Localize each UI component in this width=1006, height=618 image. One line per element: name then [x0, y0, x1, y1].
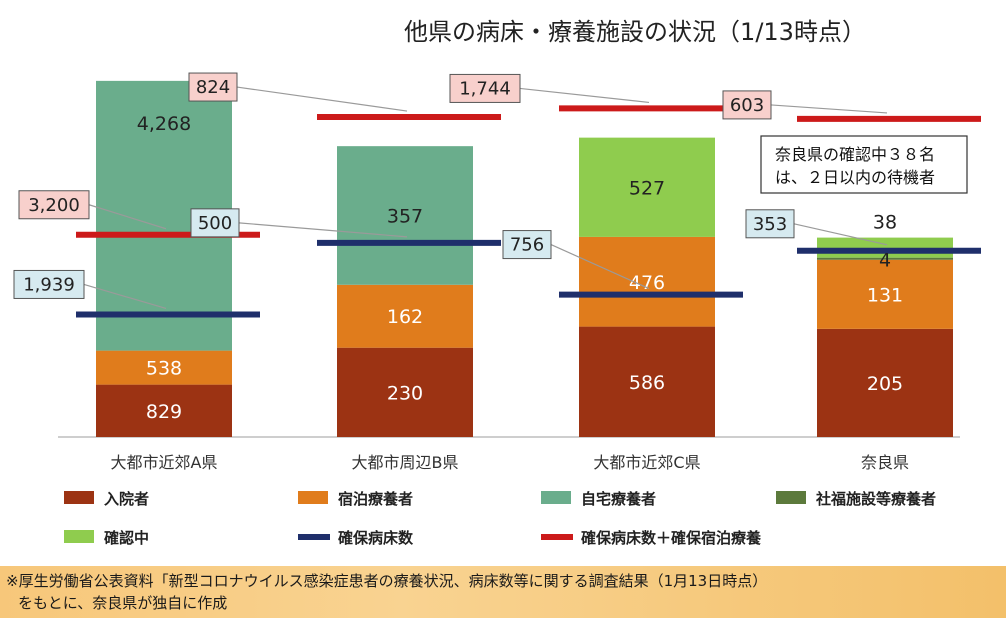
category-label-2: 大都市周辺B県	[352, 453, 459, 472]
legend-label-6: 確保病床数	[337, 529, 414, 547]
callout-label-2-3: 1,744	[459, 78, 511, 99]
callout-leader-2-1	[88, 204, 167, 230]
bar-segment-1-1	[96, 384, 232, 437]
value-label-3-2: 476	[629, 272, 665, 294]
legend-swatch-2	[298, 491, 328, 504]
category-labels: 大都市近郊A県 大都市周辺B県 大都市近郊C県 奈良県	[111, 453, 909, 472]
callout-label-1-2: 500	[198, 213, 232, 234]
bar-segment-3-2	[579, 236, 715, 327]
bar-segment-2-1	[337, 347, 473, 437]
annotation-line-2: は、２日以内の待機者	[775, 168, 935, 187]
legend-label-3: 自宅療養者	[581, 490, 656, 508]
category-label-3: 大都市近郊C県	[593, 453, 700, 472]
callout-leader-1-4	[793, 223, 888, 246]
chart-title: 他県の病床・療養施設の状況（1/13時点）	[404, 18, 866, 46]
callout-box-1-1	[13, 269, 85, 299]
callout-leader-1-3	[550, 244, 650, 290]
bar-segment-3-5	[579, 137, 715, 237]
bar-segment-2-2	[337, 284, 473, 348]
callout-leader-1-1	[83, 283, 167, 310]
annotation-box: 奈良県の確認中３８名 は、２日以内の待機者	[760, 135, 968, 194]
category-label-4: 奈良県	[861, 453, 909, 472]
bar-segment-2-3	[337, 146, 473, 285]
callout-label-2-4: 603	[730, 95, 764, 116]
legend-label-4: 社福施設等療養者	[815, 490, 936, 508]
annotation-line-1: 奈良県の確認中３８名	[775, 145, 935, 164]
callout-label-1-4: 353	[753, 214, 787, 235]
callout-leader-2-4	[770, 104, 888, 114]
callout-label-2-1: 3,200	[28, 195, 80, 216]
bar-segment-4-1	[817, 328, 953, 437]
callout-box-2-3	[449, 73, 521, 103]
value-label-4-4: 4	[879, 250, 891, 272]
legend-label-1: 入院者	[104, 490, 149, 508]
callout-leader-1-2	[238, 222, 408, 238]
chart: 他県の病床・療養施設の状況（1/13時点） 829 538 4,268 230 162 3…	[13, 18, 981, 547]
legend-label-7: 確保病床数＋確保宿泊療養	[580, 529, 762, 547]
category-label-1: 大都市近郊A県	[111, 453, 218, 472]
legend-swatch-1	[64, 491, 94, 504]
bar-segment-4-4	[817, 257, 953, 260]
legend-label-2: 宿泊療養者	[338, 490, 413, 508]
bar-segment-3-1	[579, 326, 715, 437]
value-label-4-1: 205	[867, 373, 903, 395]
callout-label-1-3: 756	[510, 235, 544, 256]
source-note-line-2: をもとに、奈良県が独自に作成	[18, 594, 228, 612]
bar-segment-4-2	[817, 259, 953, 329]
callout-label-1-1: 1,939	[23, 274, 75, 295]
callout-label-2-2: 824	[196, 77, 230, 98]
value-label-2-1: 230	[387, 382, 423, 404]
callout-box-2-2	[188, 72, 238, 102]
callout-box-1-4	[745, 209, 795, 239]
source-note-line-1: ※厚生労働省公表資料「新型コロナウイルス感染症患者の療養状況、病床数等に関する調…	[6, 572, 768, 590]
callout-leader-2-3	[519, 87, 650, 104]
callouts: 1,939 500 756 353 3,200 824 1,744 603	[13, 72, 888, 310]
legend-swatch-4	[776, 491, 806, 504]
bar-segment-1-2	[96, 350, 232, 385]
value-label-1-1: 829	[146, 401, 182, 423]
callout-leader-2-2	[236, 86, 408, 112]
legend-swatch-5	[64, 530, 94, 543]
legend-swatch-3	[541, 491, 571, 504]
value-label-3-5: 527	[629, 177, 665, 199]
value-label-1-2: 538	[146, 358, 182, 380]
source-note: ※厚生労働省公表資料「新型コロナウイルス感染症患者の療養状況、病床数等に関する調…	[0, 566, 1006, 618]
value-label-1-3: 4,268	[137, 113, 191, 135]
callout-box-2-1	[18, 190, 90, 220]
value-label-3-1: 586	[629, 372, 665, 394]
callout-box-2-4	[722, 90, 772, 120]
callout-box-1-2	[190, 208, 240, 238]
value-label-2-3: 357	[387, 205, 423, 227]
bars-layer	[96, 80, 953, 437]
value-label-2-2: 162	[387, 306, 423, 328]
value-label-4-5: 38	[873, 212, 897, 234]
value-labels: 829 538 4,268 230 162 357 586 476 527 205 131 4 38	[137, 113, 903, 423]
callout-box-1-3	[502, 230, 552, 260]
value-label-4-2: 131	[867, 284, 903, 306]
legend-label-5: 確認中	[103, 529, 149, 547]
